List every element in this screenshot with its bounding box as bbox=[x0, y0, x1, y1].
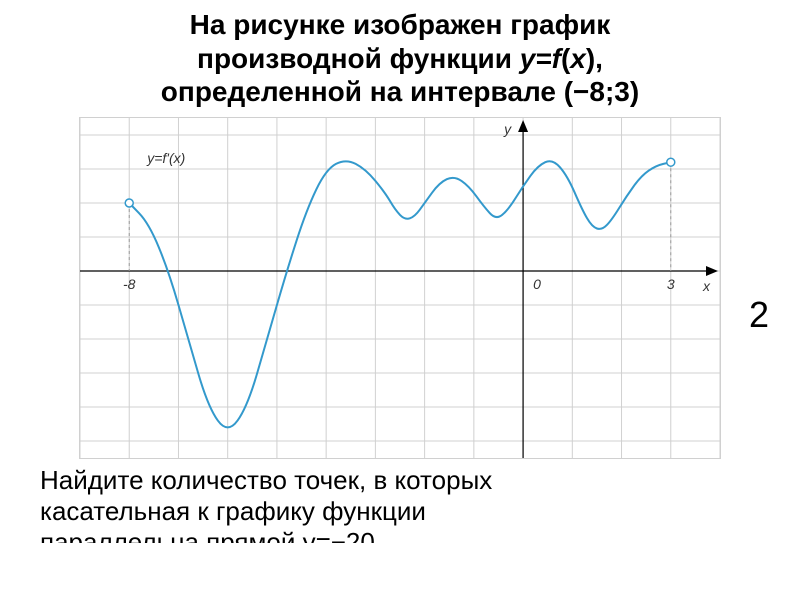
svg-text:x: x bbox=[702, 278, 711, 294]
bottom-line1: Найдите количество точек, в которых bbox=[40, 465, 492, 495]
title-line2a: производной функции bbox=[197, 43, 520, 74]
svg-text:0: 0 bbox=[533, 276, 541, 292]
svg-text:y=f'(x): y=f'(x) bbox=[146, 150, 185, 166]
svg-text:-8: -8 bbox=[123, 276, 136, 292]
title-line2b: y=f bbox=[520, 43, 561, 74]
svg-text:y: y bbox=[503, 121, 512, 137]
chart-container: -8 0 3 x y y=f'(x) bbox=[79, 117, 721, 459]
bottom-line3: параллельна прямой y=−20 bbox=[40, 527, 375, 543]
svg-text:3: 3 bbox=[667, 276, 675, 292]
derivative-chart: -8 0 3 x y y=f'(x) bbox=[80, 118, 720, 458]
title-line2c: ( bbox=[561, 43, 570, 74]
title-line2d: x bbox=[570, 43, 586, 74]
bottom-line2: касательная к графику функции bbox=[40, 496, 426, 526]
title-line3: определенной на интервале (−8;3) bbox=[161, 76, 639, 107]
title-line2e: ), bbox=[586, 43, 603, 74]
answer-value: 2 bbox=[749, 294, 769, 336]
title-line1: На рисунке изображен график bbox=[190, 9, 611, 40]
